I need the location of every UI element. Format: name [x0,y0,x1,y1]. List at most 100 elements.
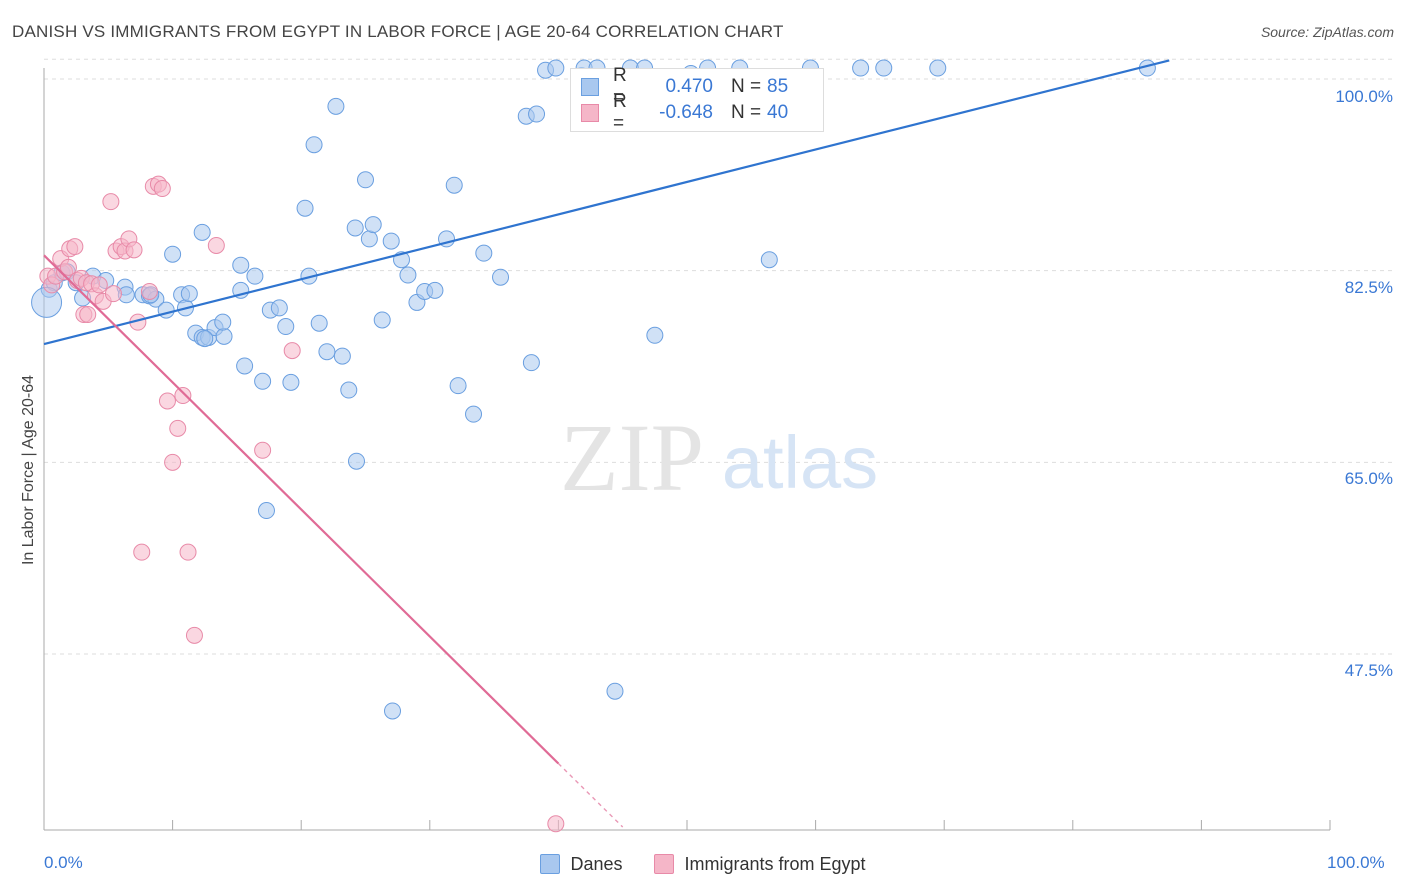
danes-point-large [31,286,63,318]
danes-points [31,59,1156,720]
chart-title: DANISH VS IMMIGRANTS FROM EGYPT IN LABOR… [12,22,784,41]
watermark-zip: ZIP [560,404,704,511]
danes-legend-swatch [540,854,561,874]
egypt-point [283,342,301,360]
n-value: 40 [767,102,789,123]
danes-point [852,59,870,77]
danes-point [449,377,467,395]
watermark-atlas: atlas [722,421,878,504]
danes-point [373,311,391,329]
danes-point [164,245,182,263]
danes-point [333,347,351,365]
egypt-point [547,815,565,833]
egypt-point [125,241,143,259]
r-value: -0.648 [659,102,713,123]
x-tick-label-100: 100.0% [1327,853,1385,872]
egypt-swatch [581,104,599,122]
danes-point [296,199,314,217]
egypt-point [102,193,120,211]
gridlines [44,58,1394,655]
egypt-point [66,238,84,256]
legend-label-danes: Danes [570,853,623,874]
danes-point [360,230,378,248]
stats-legend: R = 0.470 N = 85 R = -0.648 N = 40 [570,65,824,134]
egypt-trend-line [43,254,560,765]
stats-row-danes: R = 0.470 N = 85 [581,65,789,108]
axes [43,68,1331,831]
source-label: Source: ZipAtlas.com [1260,24,1394,40]
danes-point [399,266,417,284]
danes-point [277,318,295,336]
danes-point [465,405,483,423]
danes-point [215,327,233,345]
x-tick-label-0: 0.0% [44,853,83,872]
danes-point [236,357,254,375]
danes-point [547,59,565,77]
danes-point [257,502,275,520]
danes-point [522,354,540,372]
danes-swatch [581,78,599,96]
danes-trend-line [43,59,1170,346]
danes-point [426,281,444,299]
danes-point [875,59,893,77]
y-tick-label-47-5: 47.5% [1344,661,1393,680]
danes-point [282,373,300,391]
egypt-point [169,419,187,437]
danes-point [475,244,493,262]
n-label: N = [731,76,762,97]
egypt-point [254,441,272,459]
danes-point [270,299,288,317]
danes-point [310,314,328,332]
danes-point [364,216,382,234]
y-tick-label-65: 65.0% [1344,469,1393,488]
egypt-point [153,180,171,198]
stats-row-egypt: R = -0.648 N = 40 [581,91,789,134]
danes-point [382,232,400,250]
danes-point [214,313,232,331]
egypt-point [90,276,108,294]
y-tick-label-82-5: 82.5% [1344,278,1393,297]
danes-point [528,105,546,123]
legend-item-egypt[interactable]: Immigrants from Egypt [654,853,866,875]
danes-point [305,136,323,154]
legend-label-egypt: Immigrants from Egypt [684,853,866,874]
egypt-point [104,285,122,303]
egypt-legend-swatch [654,854,675,874]
egypt-point [59,258,77,276]
danes-point [180,285,198,303]
r-value: 0.470 [665,76,713,97]
y-tick-label-100: 100.0% [1335,87,1393,106]
egypt-point [133,543,151,561]
egypt-point [185,626,203,644]
danes-point [232,256,250,274]
r-label: R = [613,91,627,134]
danes-point [340,381,358,399]
egypt-point [140,282,158,300]
danes-point [327,97,345,115]
danes-point [646,326,664,344]
danes-point [760,251,778,269]
danes-point [346,219,364,237]
legend-item-danes[interactable]: Danes [540,854,622,875]
egypt-point [158,392,176,410]
danes-point [357,171,374,189]
n-value: 85 [767,76,789,97]
danes-point [445,176,463,194]
egypt-point [164,453,182,471]
egypt-point [174,387,192,405]
danes-point [196,330,214,348]
danes-point [193,223,211,241]
egypt-points [39,175,565,833]
egypt-point [207,236,225,254]
trend-lines [43,59,1170,828]
series-legend: Danes Immigrants from Egypt [0,852,1406,876]
danes-point [347,452,365,470]
egypt-point [179,543,197,561]
n-label: N = [731,102,762,123]
danes-point [254,372,272,390]
danes-point [384,702,402,720]
egypt-point [79,305,97,323]
danes-point [606,682,624,700]
danes-point [492,268,510,286]
